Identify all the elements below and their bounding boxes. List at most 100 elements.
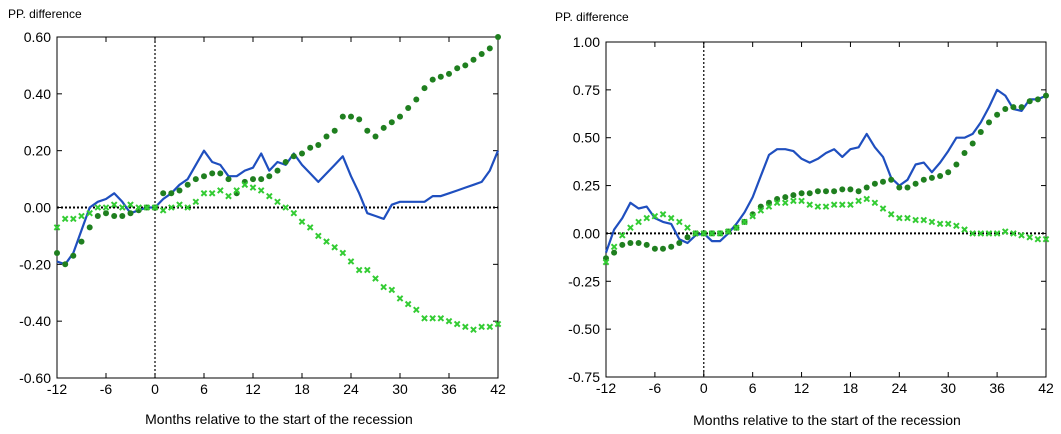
left-x-tick-label: 0 — [151, 381, 159, 397]
left-series-cross-point — [413, 306, 420, 314]
left-x-axis-label: Months relative to the start of the rece… — [145, 411, 413, 427]
right-series-cross-point — [985, 230, 993, 237]
right-series-cross-point — [936, 220, 944, 228]
left-series-cross-point — [298, 218, 306, 226]
left-series-cross-point — [86, 209, 93, 217]
right-series-cross-point — [684, 224, 691, 231]
left-x-tick-label: -12 — [47, 381, 67, 397]
right-series-cross-point — [1001, 228, 1009, 235]
left-series-dot-point — [62, 261, 69, 268]
right-series-cross-point — [969, 230, 976, 237]
left-series-cross-point — [225, 192, 232, 200]
left-series-cross-point — [266, 192, 273, 200]
right-series-cross-point — [765, 203, 773, 210]
right-series-cross-point — [920, 216, 928, 224]
left-series-cross-point — [151, 204, 159, 211]
right-y-tick-label: 0.25 — [573, 178, 600, 194]
left-series-cross-point — [355, 266, 363, 274]
left-panel: PP. difference Months relative to the st… — [8, 7, 506, 427]
left-y-tick-label: 0.40 — [24, 86, 51, 102]
left-series-cross-point — [143, 204, 151, 211]
left-series-cross-point — [61, 215, 69, 223]
left-series-dot-point — [356, 116, 363, 123]
right-series-cross-point — [855, 197, 862, 205]
left-y-tick-label: 0.20 — [24, 143, 51, 159]
left-x-tick-label: 24 — [343, 381, 359, 397]
right-x-tick-label: 12 — [794, 380, 810, 396]
right-series-dot-point — [937, 173, 944, 179]
left-series-dot-point — [470, 56, 477, 63]
right-series-cross-point — [928, 218, 936, 226]
left-series-cross-point — [200, 189, 208, 197]
left-series-cross-point — [364, 266, 371, 274]
left-series-cross-point — [249, 184, 257, 191]
right-series-cross-point — [993, 230, 1001, 237]
right-series-dot-point — [814, 188, 821, 195]
right-y-tick-label: 0.00 — [573, 225, 600, 241]
right-series-dot-point — [782, 194, 789, 201]
left-series-cross-point — [462, 323, 469, 331]
left-series-dot-point — [397, 113, 403, 120]
left-series-dot-point — [462, 62, 469, 69]
left-series-cross-point — [445, 317, 453, 325]
right-series-cross-point — [700, 230, 708, 237]
right-series-cross-point — [692, 230, 699, 237]
right-x-tick-label: 6 — [749, 380, 757, 396]
right-series-cross-point — [781, 199, 789, 207]
right-series-cross-point — [733, 224, 740, 231]
left-series-dot-point — [323, 133, 330, 140]
right-series-dot-point — [668, 243, 675, 250]
right-series-cross-point — [814, 203, 822, 210]
right-series-dot-point — [651, 245, 658, 252]
right-series-dot-point — [1034, 96, 1041, 103]
left-series-dot-point — [364, 127, 371, 134]
right-panel: PP. difference Months relative to the st… — [555, 10, 1054, 428]
right-series-cross-point — [749, 212, 756, 220]
left-series-dot-point — [478, 51, 485, 57]
left-x-tick-label: 18 — [294, 381, 310, 397]
left-series-cross-point — [233, 187, 240, 194]
left-series-dot-point — [486, 45, 493, 52]
right-series-cross-point — [1018, 232, 1025, 239]
left-series-dot-point — [127, 210, 134, 217]
right-x-tick-label: 18 — [843, 380, 859, 396]
right-series-cross-point — [716, 230, 724, 237]
right-y-tick-label: 0.75 — [573, 82, 600, 98]
right-series-dot-point — [627, 240, 634, 246]
right-series-cross-point — [627, 224, 634, 231]
left-series-cross-point — [453, 320, 461, 328]
right-series-cross-point — [904, 214, 911, 222]
left-series-dot-point — [282, 159, 289, 165]
right-series-cross-point — [944, 220, 952, 228]
right-series-dot-point — [855, 188, 862, 195]
right-y-tick-label: -0.50 — [568, 321, 600, 337]
right-series-cross-point — [798, 197, 805, 205]
left-x-tick-label: 42 — [490, 381, 506, 397]
left-series-dot-point — [54, 250, 60, 256]
right-series-cross-point — [659, 210, 667, 218]
left-series-cross-point — [119, 204, 126, 211]
right-series-cross-point — [643, 214, 651, 222]
left-series-dot-point — [372, 133, 379, 140]
right-series-dot-point — [969, 140, 976, 147]
left-y-tick-label: -0.60 — [19, 370, 51, 386]
left-series-cross-point — [347, 258, 355, 265]
left-series-dot-point — [250, 176, 256, 183]
left-series-cross-point — [127, 201, 134, 208]
right-series-dot-point — [1026, 98, 1033, 105]
right-series-dot-point — [1010, 104, 1017, 111]
left-series-cross-point — [208, 189, 216, 197]
left-series-dot-point — [315, 142, 322, 148]
right-series-cross-point — [708, 230, 716, 237]
left-series-dot-point — [160, 190, 167, 197]
right-plot-frame — [605, 41, 1047, 378]
left-series-cross-point — [380, 283, 387, 291]
left-series-cross-point — [404, 300, 412, 308]
left-series-dot-point — [217, 170, 224, 177]
left-series-cross-point — [257, 187, 265, 194]
left-series-cross-point — [53, 224, 61, 231]
left-series-dot-point — [405, 105, 412, 111]
left-series-cross-point — [323, 238, 330, 245]
right-series-dot-point — [977, 129, 984, 135]
left-series-dot-point — [111, 213, 118, 219]
